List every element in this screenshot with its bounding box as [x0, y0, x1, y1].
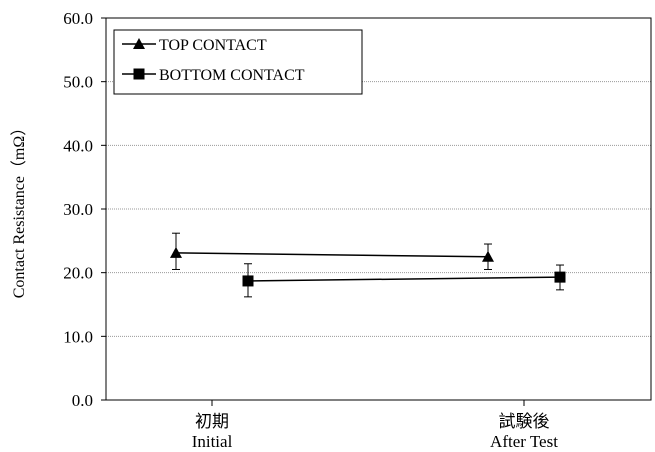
data-point: [554, 271, 566, 283]
data-point: [242, 275, 254, 287]
x-tick-label-jp: 試験後: [499, 412, 550, 431]
series-bottom-contact: [242, 263, 566, 298]
legend-marker: [133, 38, 145, 49]
y-tick-label: 30.0: [63, 200, 93, 219]
data-point: [170, 246, 182, 258]
x-tick-label-jp: 初期: [195, 412, 229, 431]
y-tick-label: 10.0: [63, 327, 93, 346]
series-line: [247, 276, 561, 282]
series-top-contact: [170, 232, 494, 270]
legend-marker: [133, 68, 145, 80]
legend-label: TOP CONTACT: [159, 37, 267, 54]
legend: TOP CONTACT BOTTOM CONTACT: [113, 29, 363, 95]
legend-label: BOTTOM CONTACT: [159, 67, 305, 84]
y-tick-label: 40.0: [63, 136, 93, 155]
y-tick-label: 20.0: [63, 264, 93, 283]
series-line: [175, 252, 489, 258]
series-layer: [170, 232, 566, 298]
axes: [105, 17, 652, 401]
x-tick-label-en: Initial: [192, 432, 233, 451]
y-axis-label: Contact Resistance（mΩ）: [10, 120, 28, 299]
legend-box: [113, 29, 363, 95]
data-point: [482, 250, 494, 262]
y-tick-labels: 0.0 10.0 20.0 30.0 40.0 50.0 60.0: [63, 9, 93, 410]
x-tick-label-en: After Test: [490, 432, 558, 451]
plot-frame: [105, 17, 652, 401]
y-tick-label: 50.0: [63, 73, 93, 92]
y-tick-label: 0.0: [72, 391, 93, 410]
y-tick-label: 60.0: [63, 9, 93, 28]
